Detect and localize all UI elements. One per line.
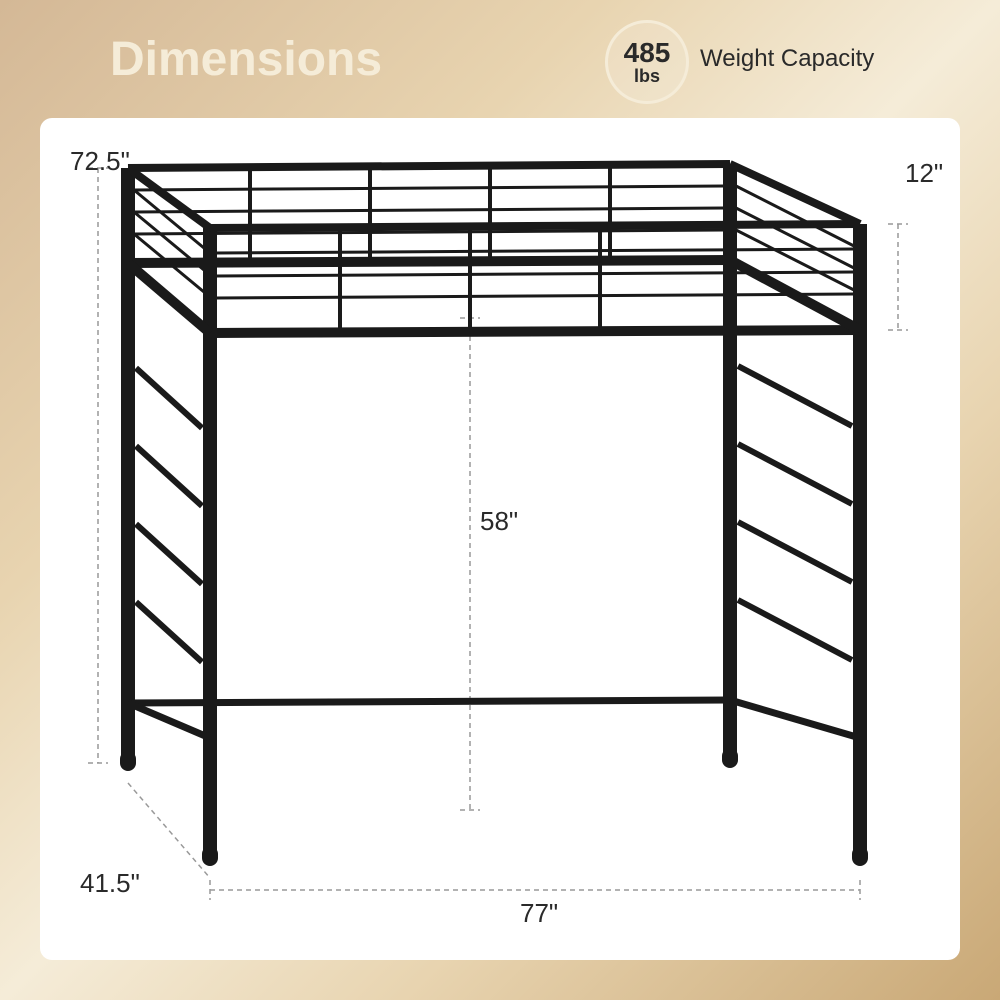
dim-depth: 41.5": [80, 868, 140, 899]
bed-diagram: [40, 118, 960, 960]
dim-height-total: 72.5": [70, 146, 130, 177]
infographic-container: Dimensions 485 lbs Weight Capacity: [0, 0, 1000, 1000]
weight-unit: lbs: [634, 67, 660, 85]
weight-capacity-badge: 485 lbs: [605, 20, 689, 104]
page-title: Dimensions: [110, 32, 382, 87]
weight-label: Weight Capacity: [700, 45, 874, 73]
weight-value: 485: [624, 39, 671, 67]
dim-clearance: 58": [480, 506, 518, 537]
diagram-panel: 72.5" 12" 58" 41.5" 77": [40, 118, 960, 960]
dim-width: 77": [520, 898, 558, 929]
dim-rail-height: 12": [905, 158, 943, 189]
